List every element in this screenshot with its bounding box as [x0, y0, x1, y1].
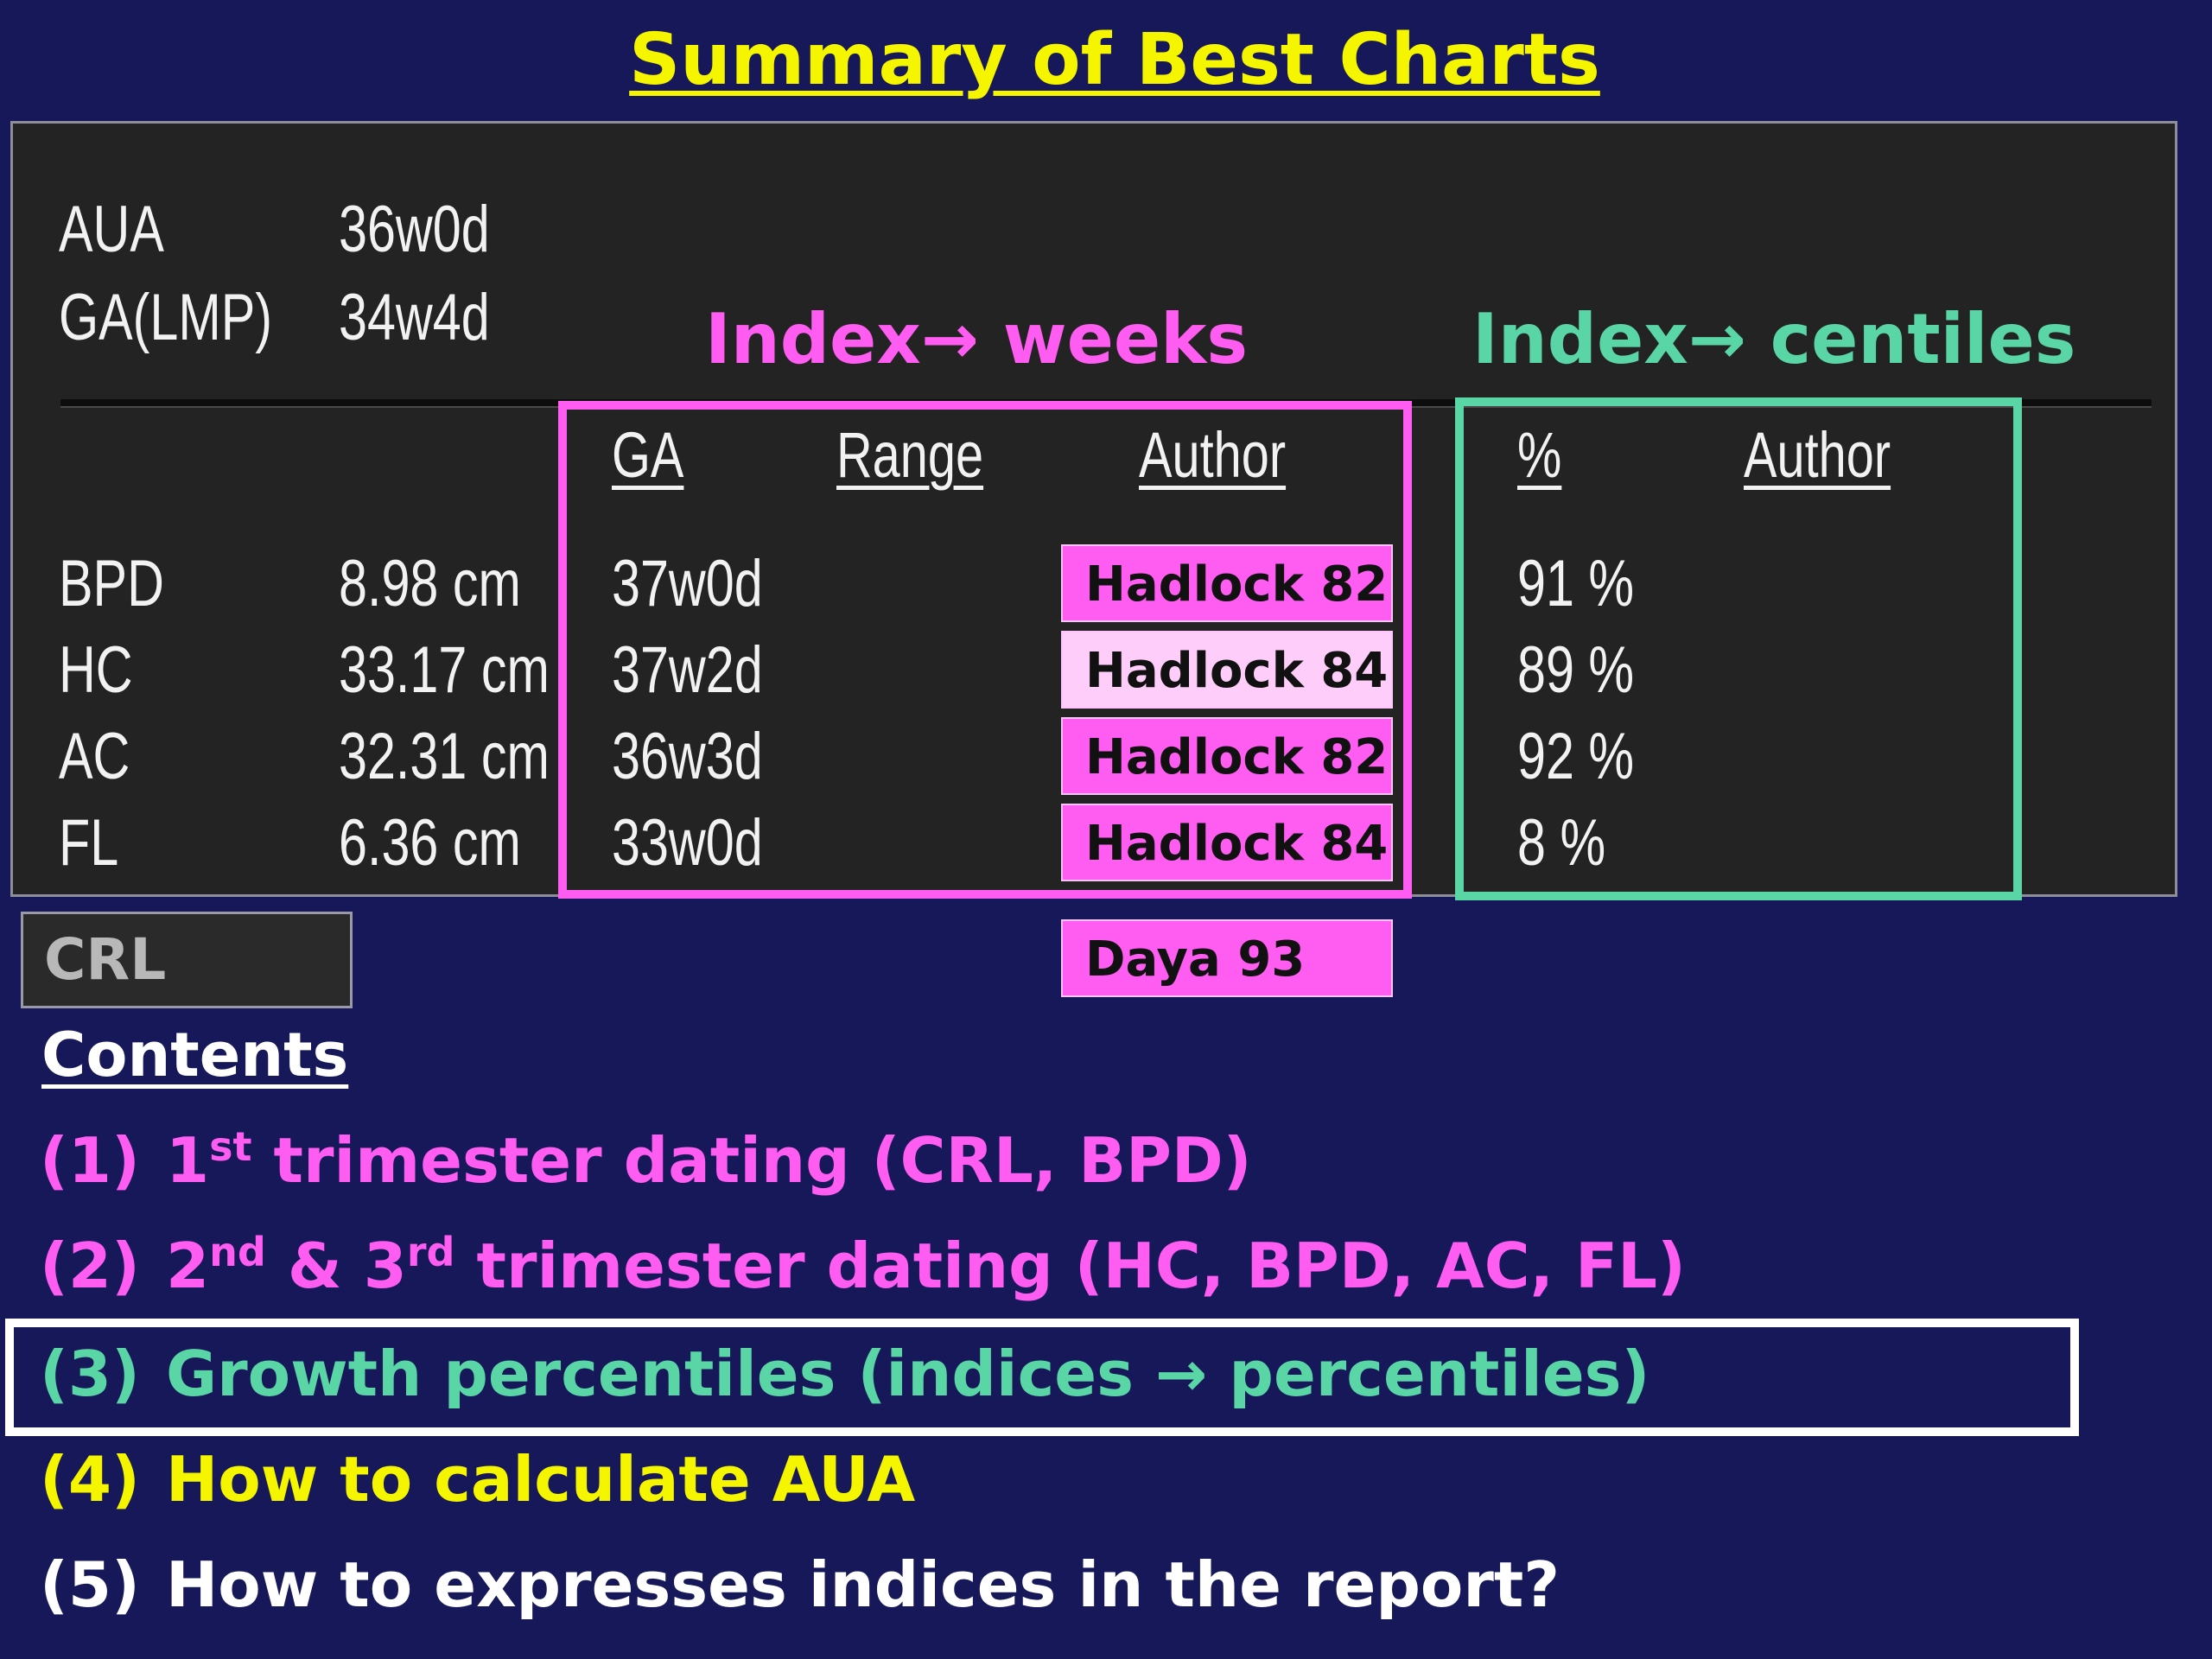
row-ga: 33w0d — [612, 806, 763, 880]
row-name: HC — [59, 633, 133, 707]
index-centiles-text: Index — [1472, 299, 1688, 379]
right-arrow-icon: → — [1688, 299, 1746, 379]
row-name: AC — [59, 720, 130, 793]
index-centiles-suffix: centiles — [1770, 299, 2076, 379]
ga-lmp-label: GA(LMP) — [59, 281, 273, 354]
index-weeks-text: Index — [705, 299, 921, 379]
index-weeks-heading: Index→ weeks — [705, 299, 1248, 379]
item-text: 2 — [166, 1230, 210, 1302]
item-number: (3) — [40, 1338, 140, 1410]
row-value: 6.36 cm — [339, 806, 521, 880]
aua-label: AUA — [59, 193, 164, 266]
superscript: nd — [209, 1229, 266, 1275]
item-text: & 3 — [265, 1230, 407, 1302]
column-author: Author — [1139, 419, 1287, 491]
contents-heading: Contents — [41, 1020, 349, 1090]
item-text: trimester dating (CRL, BPD) — [251, 1124, 1252, 1197]
highlight-frame — [5, 1319, 2079, 1436]
superscript: st — [209, 1123, 252, 1170]
slide-title: Summary of Best Charts — [629, 19, 1600, 101]
superscript: rd — [406, 1229, 455, 1275]
column-author-centiles: Author — [1744, 419, 1891, 491]
contents-item-5: (5) How to expresses indices in the repor… — [40, 1548, 1560, 1621]
crl-author-tag: Daya 93 — [1061, 919, 1393, 997]
aua-value: 36w0d — [339, 193, 490, 266]
row-percent: 89 % — [1517, 633, 1635, 707]
index-centiles-frame — [1455, 397, 2022, 900]
contents-item-3: (3) Growth percentiles (indices → percent… — [40, 1338, 1649, 1410]
contents-item-1: (1) 1st trimester dating (CRL, BPD) — [40, 1123, 1252, 1197]
row-percent: 91 % — [1517, 547, 1635, 620]
row-percent: 92 % — [1517, 720, 1635, 793]
row-value: 33.17 cm — [339, 633, 550, 707]
author-tag: Hadlock 84 — [1061, 631, 1393, 709]
author-tag: Hadlock 82 — [1061, 544, 1393, 622]
item-text: How to expresses indices in the report? — [166, 1548, 1560, 1621]
item-number: (2) — [40, 1230, 140, 1302]
author-tag: Hadlock 84 — [1061, 804, 1393, 881]
item-number: (1) — [40, 1124, 140, 1197]
row-name: FL — [59, 806, 119, 880]
item-number: (5) — [40, 1548, 140, 1621]
row-value: 32.31 cm — [339, 720, 550, 793]
contents-item-2: (2) 2nd & 3rd trimester dating (HC, BPD, … — [40, 1229, 1686, 1302]
item-number: (4) — [40, 1443, 140, 1516]
item-text: percentiles) — [1207, 1338, 1650, 1410]
author-tag: Hadlock 82 — [1061, 717, 1393, 795]
item-text: How to calculate AUA — [166, 1443, 916, 1516]
item-text: Growth percentiles (indices — [166, 1338, 1156, 1410]
item-text: trimester dating (HC, BPD, AC, FL) — [454, 1230, 1686, 1302]
index-weeks-frame — [558, 401, 1412, 899]
column-percent: % — [1517, 419, 1562, 491]
right-arrow-icon: → — [920, 299, 979, 379]
row-ga: 36w3d — [612, 720, 763, 793]
row-ga: 37w0d — [612, 547, 763, 620]
column-range: Range — [836, 419, 984, 491]
ga-lmp-value: 34w4d — [339, 281, 490, 354]
index-weeks-suffix: weeks — [1002, 299, 1248, 379]
row-name: BPD — [59, 547, 164, 620]
index-centiles-heading: Index→ centiles — [1472, 299, 2075, 379]
crl-label: CRL — [21, 912, 353, 1008]
item-text: 1 — [166, 1124, 210, 1197]
row-percent: 8 % — [1517, 806, 1606, 880]
row-value: 8.98 cm — [339, 547, 521, 620]
row-ga: 37w2d — [612, 633, 763, 707]
column-ga: GA — [612, 419, 684, 491]
contents-item-4: (4) How to calculate AUA — [40, 1443, 915, 1516]
right-arrow-icon: → — [1155, 1338, 1208, 1410]
